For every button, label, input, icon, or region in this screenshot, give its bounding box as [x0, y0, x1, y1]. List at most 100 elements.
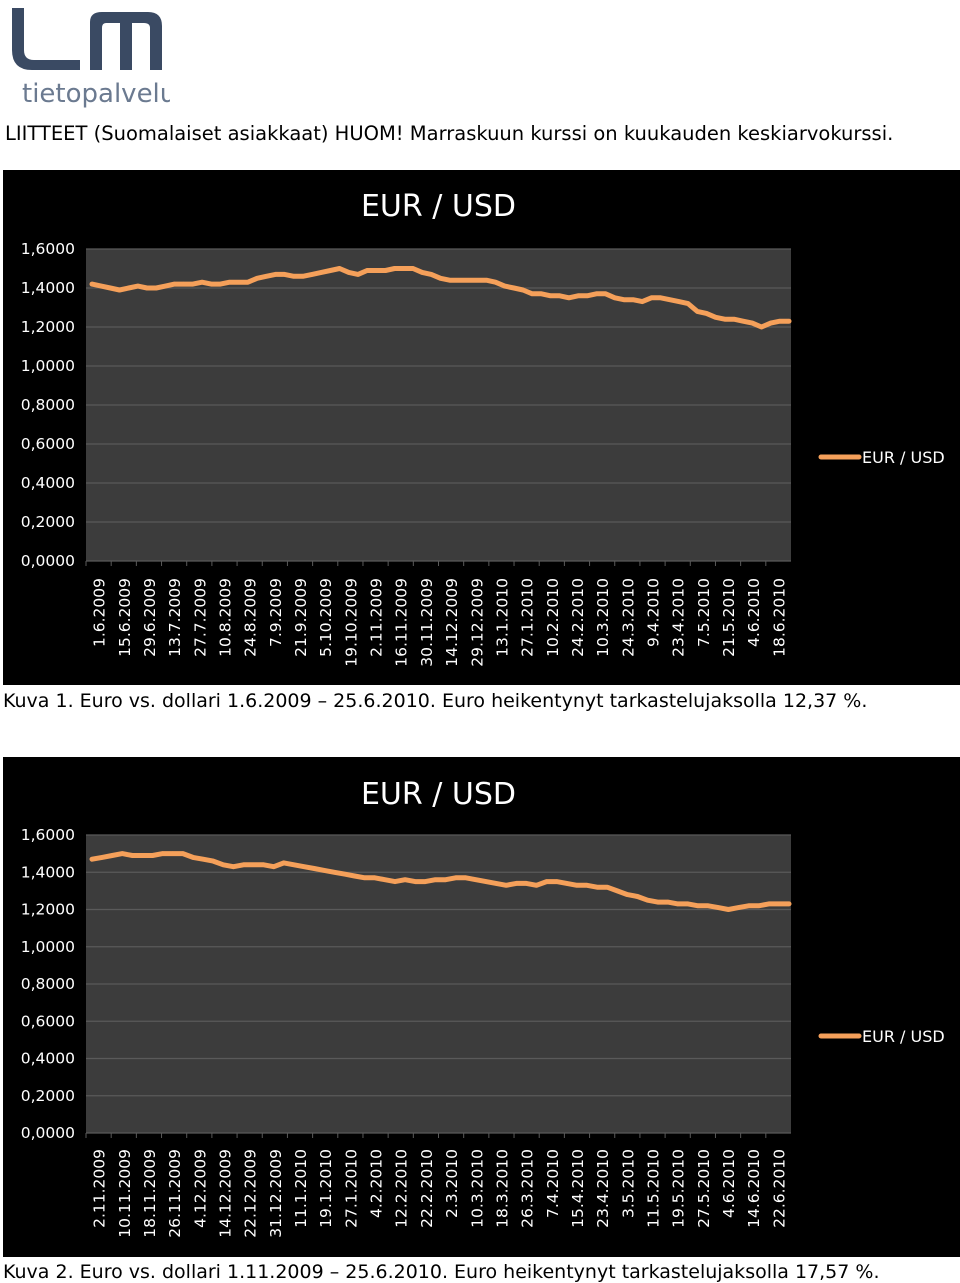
data-point — [594, 885, 600, 890]
x-tick-label: 23.4.2010 — [594, 1149, 612, 1228]
page-heading: LIITTEET (Suomalaiset asiakkaat) HUOM! M… — [5, 122, 894, 145]
data-point — [108, 285, 113, 291]
x-tick-label: 1.6.2009 — [91, 578, 109, 647]
data-point — [585, 293, 590, 298]
data-point — [438, 276, 443, 281]
data-point — [605, 885, 610, 890]
data-point — [144, 285, 150, 291]
legend-label: EUR / USD — [862, 1027, 945, 1046]
data-point — [150, 853, 155, 858]
x-tick-label: 22.6.2010 — [770, 1149, 788, 1228]
data-point — [584, 883, 590, 888]
y-tick-label: 0,8000 — [21, 975, 75, 993]
data-point — [463, 875, 468, 880]
logo-text: tietopalvelut — [22, 79, 170, 109]
x-tick-label: 24.3.2010 — [619, 578, 637, 657]
data-point — [557, 293, 562, 298]
x-tick-label: 10.11.2009 — [116, 1149, 134, 1238]
x-tick-label: 29.6.2009 — [141, 578, 159, 657]
x-tick-label: 29.12.2009 — [468, 578, 486, 667]
data-point — [777, 319, 782, 324]
logo-l-mark — [12, 8, 80, 70]
data-point — [120, 851, 125, 856]
data-point — [726, 907, 731, 912]
data-point — [750, 320, 755, 326]
data-point — [766, 901, 771, 907]
data-point — [309, 272, 315, 277]
data-point — [706, 903, 711, 908]
data-point — [695, 903, 701, 908]
data-point — [603, 291, 608, 296]
x-tick-label: 31.12.2009 — [267, 1149, 285, 1238]
data-point — [483, 879, 489, 884]
data-point — [254, 276, 260, 281]
data-point — [447, 278, 452, 283]
x-tick-label: 19.1.2010 — [317, 1149, 335, 1228]
data-point — [211, 858, 216, 864]
y-tick-label: 0,4000 — [21, 474, 75, 492]
data-point — [231, 864, 236, 869]
x-tick-label: 15.4.2010 — [569, 1149, 587, 1228]
data-point — [342, 871, 347, 877]
data-point — [493, 280, 498, 285]
data-point — [544, 879, 549, 884]
x-tick-label: 24.2.2010 — [569, 578, 587, 657]
series-line-eur-usd — [89, 851, 792, 912]
data-point — [564, 881, 569, 886]
data-point — [130, 853, 135, 858]
data-point — [337, 266, 342, 271]
data-point — [170, 851, 175, 856]
y-tick-label: 1,6000 — [21, 826, 75, 844]
data-point — [429, 272, 434, 277]
x-tick-label: 4.6.2010 — [720, 1149, 738, 1218]
x-tick-label: 2.11.2009 — [91, 1149, 109, 1228]
data-point — [746, 903, 751, 908]
x-tick-label: 15.6.2009 — [116, 578, 134, 657]
data-point — [401, 266, 406, 271]
x-tick-label: 13.1.2010 — [493, 578, 511, 657]
y-tick-label: 0,8000 — [21, 396, 75, 414]
y-tick-label: 0,4000 — [21, 1050, 75, 1068]
data-point — [524, 881, 529, 886]
data-point — [163, 283, 168, 289]
x-tick-label: 5.10.2009 — [317, 578, 335, 657]
data-point — [352, 873, 357, 879]
data-point — [456, 278, 461, 283]
data-point — [413, 879, 418, 884]
data-point — [420, 270, 425, 275]
data-point — [264, 274, 269, 279]
data-point — [227, 280, 232, 285]
data-point — [514, 881, 519, 886]
x-tick-label: 14.12.2009 — [443, 578, 461, 667]
data-point — [484, 278, 489, 283]
data-point — [355, 272, 361, 277]
x-tick-label: 22.12.2009 — [242, 1149, 260, 1238]
data-point — [332, 870, 337, 875]
y-tick-label: 1,6000 — [21, 240, 75, 258]
data-point — [645, 898, 650, 903]
data-point — [291, 862, 297, 867]
data-point — [658, 295, 663, 300]
data-point — [695, 309, 700, 314]
data-point — [740, 319, 746, 324]
y-tick-label: 0,6000 — [21, 435, 75, 453]
x-tick-label: 3.5.2010 — [619, 1149, 637, 1218]
data-point — [575, 293, 581, 298]
data-point — [776, 901, 782, 907]
data-point — [655, 899, 660, 905]
x-tick-label: 2.11.2009 — [368, 578, 386, 657]
x-tick-label: 27.5.2010 — [695, 1149, 713, 1228]
data-point — [319, 270, 324, 275]
data-point — [759, 324, 764, 330]
data-point — [221, 862, 226, 867]
data-point — [443, 877, 448, 882]
x-tick-label: 13.7.2009 — [166, 578, 184, 657]
data-point — [282, 272, 287, 277]
data-point — [126, 285, 131, 291]
x-tick-label: 7.5.2010 — [695, 578, 713, 647]
y-tick-label: 1,4000 — [21, 863, 75, 881]
data-point — [731, 317, 737, 322]
data-point — [99, 855, 105, 860]
y-tick-label: 0,2000 — [21, 1087, 75, 1105]
data-point — [110, 853, 115, 858]
